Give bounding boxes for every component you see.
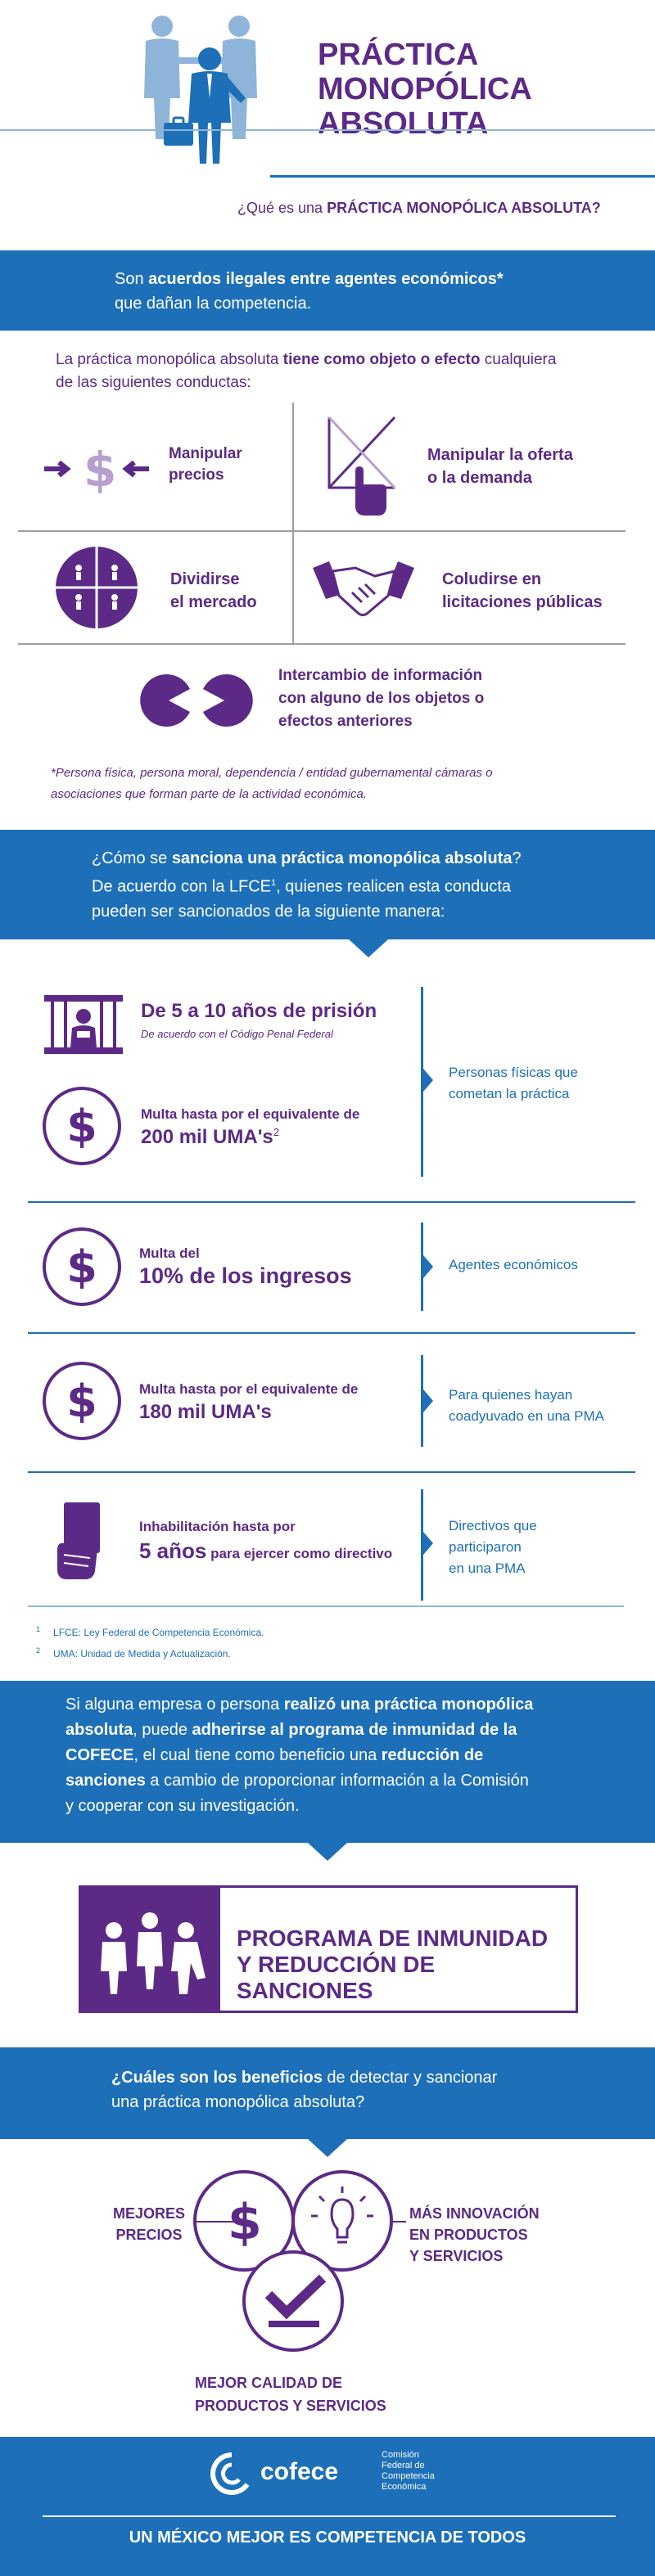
footer-rule <box>43 2515 616 2517</box>
program-title: PROGRAMA DE INMUNIDAD Y REDUCCIÓN DE SAN… <box>237 1925 549 2003</box>
target-notch-1 <box>423 1069 433 1092</box>
sanction-divider-3 <box>28 1471 635 1473</box>
red-card-hand-icon <box>57 1502 100 1579</box>
title-line-1: PRÁCTICA <box>318 38 479 72</box>
prison-title: De 5 a 10 años de prisión <box>141 1000 377 1022</box>
fine-180-uma: Multa hasta por el equivalente de 180 mi… <box>139 1381 359 1423</box>
footer-slogan: UN MÉXICO MEJOR ES COMPETENCIA DE TODOS <box>129 2529 526 2547</box>
title-line-3: ABSOLUTA <box>318 106 489 141</box>
cofece-logo: cofece Comisión Federal de Competencia E… <box>210 2450 455 2499</box>
prison-block: De 5 a 10 años de prisión De acuerdo con… <box>41 992 401 1057</box>
conduct-intercambio-informacion: Intercambio de información con alguno de… <box>139 661 549 743</box>
businessmen-icon <box>144 16 257 164</box>
footer-band <box>0 2437 655 2576</box>
divided-market-icon <box>56 547 138 628</box>
immunity-band <box>0 1681 655 1843</box>
program-icon-panel <box>81 1888 220 2011</box>
conduct-label: Manipular la oferta o la demanda <box>427 446 573 487</box>
conduct-label: Manipular precios <box>169 445 242 484</box>
header-rule <box>0 129 655 131</box>
conduct-manipular-precios: $ Manipular precios <box>41 440 287 506</box>
fine-200-uma: Multa hasta por el equivalente de 200 mi… <box>141 1106 360 1148</box>
people-group-icon <box>101 1912 206 1994</box>
sanction-band <box>0 830 655 939</box>
target-directivos: Directivos que participaron en una PMA <box>449 1518 537 1576</box>
sanction-band-arrow <box>349 939 388 957</box>
header-rule-accent <box>270 175 655 178</box>
footnote-2: 2 UMA: Unidad de Medida y Actualización. <box>36 1646 231 1660</box>
sanction-divider-4 <box>28 1605 624 1607</box>
target-notch-2 <box>423 1255 433 1278</box>
sanction-question: ¿Cómo se sanciona una práctica monopólic… <box>92 849 522 921</box>
definition-text: Son acuerdos ilegales entre agentes econ… <box>115 270 504 313</box>
benefit-mejores-precios: MEJORES PRECIOS <box>113 2205 186 2243</box>
page-title: PRÁCTICA MONOPÓLICA ABSOLUTA <box>318 38 532 141</box>
benefits-band <box>0 2047 655 2139</box>
immunity-text: Si alguna empresa o persona realizó una … <box>66 1696 534 1815</box>
target-agentes: Agentes económicos <box>449 1257 578 1272</box>
footnotes: 1 LFCE: Ley Federal de Competencia Económ… <box>36 1620 264 1663</box>
handshake-icon <box>313 561 414 617</box>
conduct-label: Coludirse en licitaciones públicas <box>442 570 603 611</box>
target-coadyuvado: Para quienes hayan coadyuvado en una PMA <box>449 1387 604 1424</box>
what-is-question: ¿Qué es una PRÁCTICA MONOPÓLICA ABSOLUTA… <box>237 200 601 216</box>
target-divider-3 <box>421 1355 423 1447</box>
header-illustration <box>131 8 278 172</box>
price-arrows-icon: $ <box>44 442 149 498</box>
supply-demand-hand-icon <box>328 416 396 516</box>
benefits-band-arrow <box>308 2139 347 2157</box>
sanction-divider-2 <box>28 1332 635 1334</box>
fine-10-percent: Multa del 10% de los ingresos <box>139 1245 352 1288</box>
target-notch-3 <box>423 1389 433 1412</box>
benefits-circles: $ <box>193 2170 393 2352</box>
conduct-label: Intercambio de información con alguno de… <box>278 667 485 730</box>
footnote-1: 1 LFCE: Ley Federal de Competencia Económ… <box>36 1625 264 1638</box>
conduct-label: Dividirse el mercado <box>170 570 257 611</box>
target-notch-4 <box>423 1532 433 1555</box>
grid-horizontal-divider-1 <box>18 530 626 532</box>
conduct-dividirse-mercado: Dividirse el mercado <box>54 545 291 630</box>
sanction-divider-1 <box>28 1201 635 1203</box>
prison-subtitle: De acuerdo con el Código Penal Federal <box>141 1028 333 1040</box>
immunity-band-arrow <box>308 1843 347 1861</box>
cofece-logo-icon <box>210 2452 250 2495</box>
cofece-wordmark: cofece <box>260 2458 339 2485</box>
title-line-2: MONOPÓLICA <box>318 72 532 106</box>
benefits-diagram: $ <box>164 2164 491 2360</box>
benefit-calidad: MEJOR CALIDAD DE PRODUCTOS Y SERVICIOS <box>195 2375 386 2414</box>
conduct-coludirse-licitaciones: Coludirse en licitaciones públicas <box>309 552 637 625</box>
prison-icon <box>44 995 123 1054</box>
svg-text:$: $ <box>228 2194 262 2251</box>
dollar-icon: $ <box>43 1227 121 1306</box>
benefit-left-line <box>195 2221 242 2222</box>
conducts-intro: La práctica monopólica absoluta tiene co… <box>56 351 557 391</box>
target-personas-fisicas: Personas físicas que cometan la práctica <box>449 1065 578 1101</box>
conduct-manipular-oferta: Manipular la oferta o la demanda <box>326 414 637 520</box>
footnote-star: *Persona física, persona moral, dependen… <box>51 766 493 801</box>
svg-text:$: $ <box>84 442 116 498</box>
target-divider-4 <box>421 1489 423 1601</box>
dollar-icon: $ <box>43 1362 121 1440</box>
disqualification-text: Inhabilitación hasta por 5 años para eje… <box>139 1519 393 1563</box>
definition-band <box>0 250 655 331</box>
grid-horizontal-divider-2 <box>18 643 626 645</box>
info-exchange-icon <box>140 674 253 727</box>
benefit-innovacion: MÁS INNOVACIÓN EN PRODUCTOS Y SERVICIOS <box>409 2205 540 2264</box>
immunity-program-box: PROGRAMA DE INMUNIDAD Y REDUCCIÓN DE SAN… <box>79 1885 578 2013</box>
dollar-icon: $ <box>43 1087 121 1165</box>
target-divider-2 <box>421 1223 423 1311</box>
disqualification-card-icon <box>52 1501 110 1583</box>
grid-vertical-divider <box>292 403 294 645</box>
cofece-org-name: Comisión Federal de Competencia Económic… <box>382 2450 435 2492</box>
benefits-question: ¿Cuáles son los beneficios de detectar y… <box>111 2069 498 2111</box>
target-divider-1 <box>421 987 423 1177</box>
benefit-right-line <box>393 2221 406 2222</box>
